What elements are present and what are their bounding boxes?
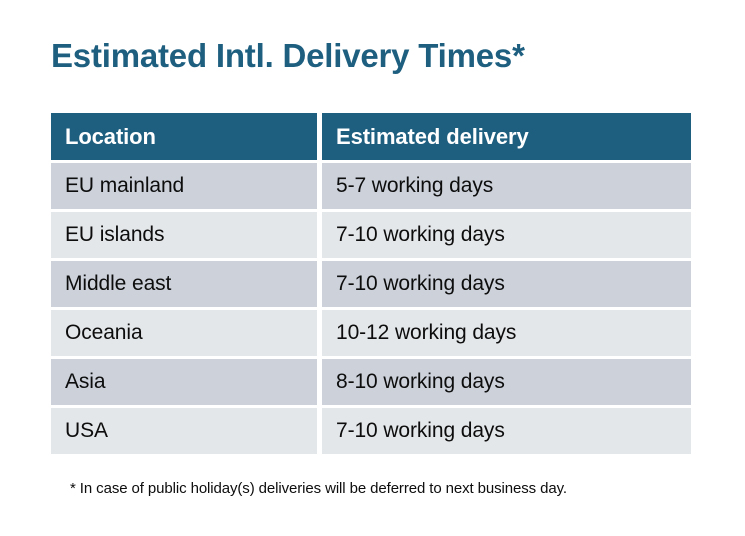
cell-location: Asia — [51, 359, 317, 405]
cell-location: Middle east — [51, 261, 317, 307]
table-row: Middle east 7-10 working days — [51, 261, 691, 307]
page-title: Estimated Intl. Delivery Times* — [51, 37, 525, 74]
cell-location: EU mainland — [51, 163, 317, 209]
cell-location: EU islands — [51, 212, 317, 258]
cell-location: USA — [51, 408, 317, 454]
cell-delivery: 8-10 working days — [322, 359, 691, 405]
delivery-times-table: Location Estimated delivery EU mainland … — [51, 113, 691, 454]
table-row: Oceania 10-12 working days — [51, 310, 691, 356]
table-row: EU mainland 5-7 working days — [51, 163, 691, 209]
column-header-location: Location — [51, 113, 317, 160]
table-row: EU islands 7-10 working days — [51, 212, 691, 258]
cell-delivery: 7-10 working days — [322, 408, 691, 454]
cell-delivery: 7-10 working days — [322, 212, 691, 258]
cell-location: Oceania — [51, 310, 317, 356]
table-row: USA 7-10 working days — [51, 408, 691, 454]
cell-delivery: 5-7 working days — [322, 163, 691, 209]
table-row: Asia 8-10 working days — [51, 359, 691, 405]
cell-delivery: 7-10 working days — [322, 261, 691, 307]
footnote-text: * In case of public holiday(s) deliverie… — [70, 480, 567, 497]
table-header-row: Location Estimated delivery — [51, 113, 691, 160]
cell-delivery: 10-12 working days — [322, 310, 691, 356]
column-header-estimated-delivery: Estimated delivery — [322, 113, 691, 160]
